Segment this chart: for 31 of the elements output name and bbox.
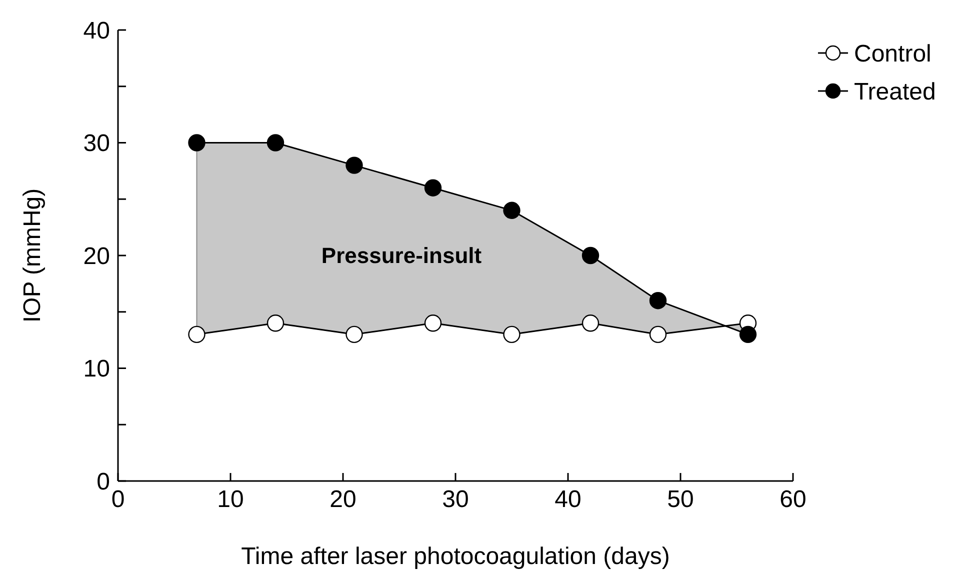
point bbox=[582, 246, 600, 264]
y-tick-label: 0 bbox=[96, 468, 110, 496]
y-tick-label: 30 bbox=[83, 130, 110, 158]
point bbox=[188, 134, 206, 152]
x-axis-title: Time after laser photocoagulation (days) bbox=[241, 543, 670, 570]
point bbox=[582, 314, 600, 332]
x-tick-label: 60 bbox=[780, 486, 806, 513]
y-axis-title: IOP (mmHg) bbox=[19, 188, 46, 323]
point bbox=[503, 202, 520, 219]
point bbox=[424, 179, 442, 196]
x-tick-label: 40 bbox=[554, 486, 582, 513]
point bbox=[424, 314, 442, 332]
y-tick-label: 40 bbox=[83, 17, 110, 44]
y-tick-label: 10 bbox=[83, 356, 110, 383]
x-tick-label: 50 bbox=[667, 486, 694, 513]
legend-label: Treated bbox=[854, 78, 936, 106]
point bbox=[346, 326, 363, 344]
x-tick-label: 20 bbox=[330, 486, 356, 513]
point bbox=[188, 326, 206, 344]
point bbox=[503, 326, 520, 344]
annotation: Pressure-insult bbox=[321, 243, 482, 268]
point bbox=[739, 326, 757, 344]
point bbox=[266, 134, 284, 152]
point bbox=[266, 314, 284, 332]
point bbox=[649, 326, 667, 344]
point bbox=[649, 292, 667, 310]
x-tick-label: 30 bbox=[442, 486, 469, 513]
x-tick-label: 10 bbox=[217, 486, 244, 513]
legend-label: Control bbox=[854, 40, 932, 68]
y-tick-label: 20 bbox=[83, 242, 110, 270]
point bbox=[346, 156, 363, 174]
